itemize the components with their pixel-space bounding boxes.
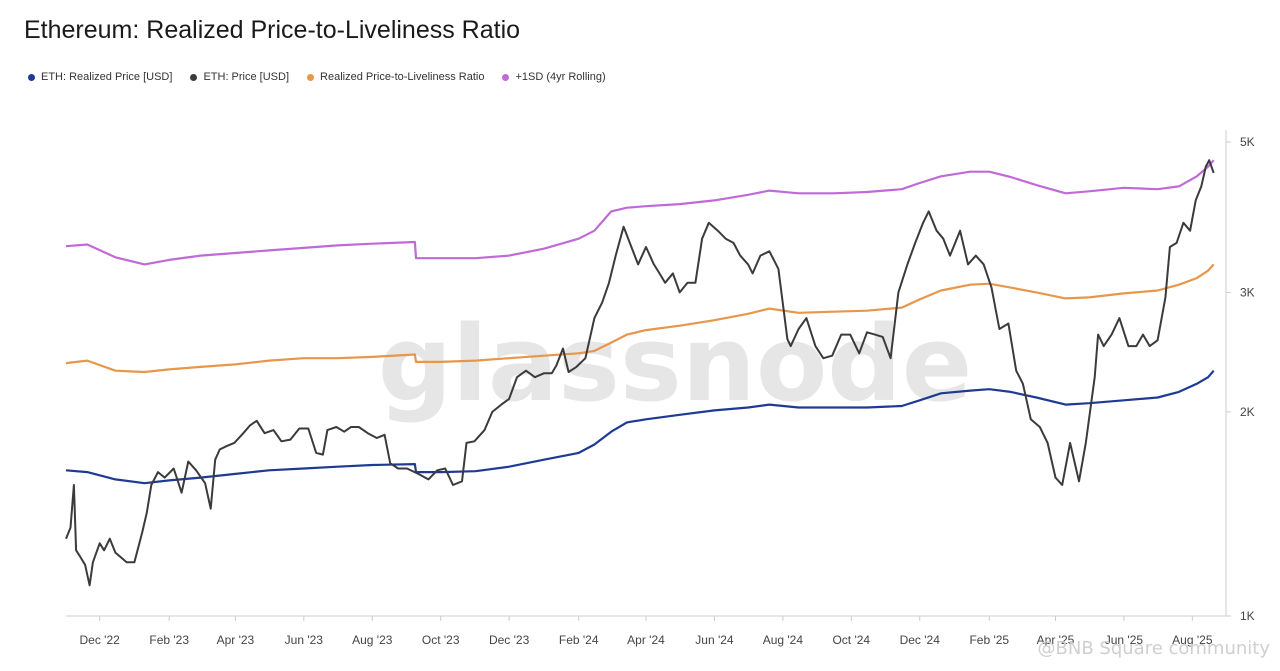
x-tick-label: Apr '25 [1037,633,1075,647]
x-tick-label: Dec '23 [489,633,530,647]
x-tick-label: Aug '25 [1172,633,1213,647]
x-tick-label: Feb '25 [969,633,1009,647]
legend-item-rpl-ratio[interactable]: Realized Price-to-Liveliness Ratio [307,71,484,83]
legend-swatch [307,73,315,81]
chart-title: Ethereum: Realized Price-to-Liveliness R… [24,16,521,44]
x-tick-label: Feb '23 [149,633,189,647]
y-tick-label: 3K [1240,285,1255,299]
legend: ETH: Realized Price [USD] ETH: Price [US… [28,71,606,83]
series-line-sd [65,159,1215,266]
x-tick-label: Dec '22 [79,633,120,647]
series-line-price [65,159,1215,587]
legend-swatch [28,73,35,81]
legend-label: ETH: Price [USD] [203,71,290,83]
x-tick-label: Oct '24 [832,633,870,647]
legend-item-plus-1sd[interactable]: +1SD (4yr Rolling) [502,71,606,83]
x-tick-label: Feb '24 [559,633,599,647]
legend-item-price[interactable]: ETH: Price [USD] [190,71,289,83]
x-tick-label: Oct '23 [422,633,460,647]
series-line-realized [65,369,1215,485]
legend-swatch [502,73,510,81]
y-tick-label: 2K [1240,405,1255,419]
y-tick-label: 5K [1240,135,1255,149]
x-tick-label: Aug '23 [352,633,393,647]
legend-label: Realized Price-to-Liveliness Ratio [320,71,485,83]
x-tick-label: Dec '24 [900,633,941,647]
legend-label: ETH: Realized Price [USD] [41,71,173,83]
legend-label: +1SD (4yr Rolling) [515,71,606,83]
series-layer [65,159,1215,587]
y-axis-ticks: 1K 2K 3K 5K [1226,135,1255,623]
x-tick-label: Jun '23 [285,633,324,647]
legend-item-realized-price[interactable]: ETH: Realized Price [USD] [28,71,172,83]
x-tick-label: Jun '25 [1105,633,1144,647]
x-tick-label: Apr '23 [217,633,255,647]
x-tick-label: Aug '24 [763,633,804,647]
watermark-text: glassnode [378,303,973,425]
x-axis-ticks: Dec '22 Feb '23 Apr '23 Jun '23 Aug '23 Oct '… [79,616,1213,647]
y-tick-label: 1K [1240,609,1255,623]
x-tick-label: Apr '24 [627,633,665,647]
x-tick-label: Jun '24 [695,633,734,647]
series-line-rpl [65,263,1215,374]
legend-swatch [190,73,198,81]
footer-watermark: @BNB Square community [1037,638,1270,659]
